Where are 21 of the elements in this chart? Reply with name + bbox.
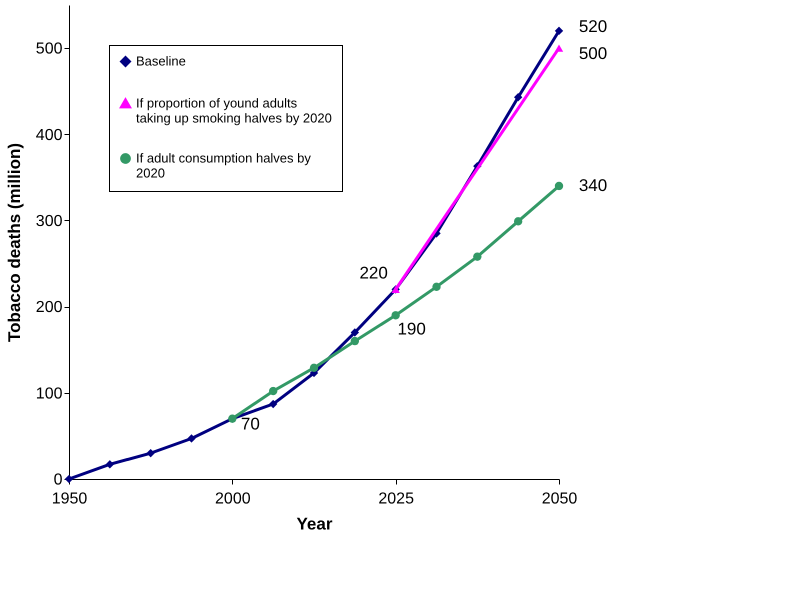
y-tick-label: 200 (36, 299, 63, 316)
data-label: 70 (240, 414, 260, 434)
legend-label: Baseline (136, 54, 186, 68)
data-label: 520 (578, 16, 608, 36)
data-label: 340 (578, 176, 608, 195)
y-tick-label: 100 (36, 385, 63, 402)
data-label: 220 (359, 263, 388, 282)
x-tick-label: 1950 (52, 490, 88, 508)
y-tick-label: 500 (36, 40, 63, 58)
legend-label: If adult consumption halves by 2020 (136, 150, 312, 180)
x-tick-label: 2000 (215, 490, 251, 508)
y-tick-label: 300 (36, 212, 63, 230)
x-tick-label: 2050 (542, 490, 578, 508)
x-axis-title: Year (296, 514, 333, 534)
data-label: 190 (397, 319, 426, 338)
data-label: 500 (578, 44, 608, 64)
y-tick-label: 400 (36, 126, 63, 144)
x-tick-label: 2025 (378, 490, 414, 508)
y-tick-label: 0 (54, 472, 63, 488)
legend-label: If proportion of yound adults taking up smoking halves by 2020 (136, 96, 332, 126)
y-axis-title: Tobacco deaths (million) (4, 143, 24, 342)
